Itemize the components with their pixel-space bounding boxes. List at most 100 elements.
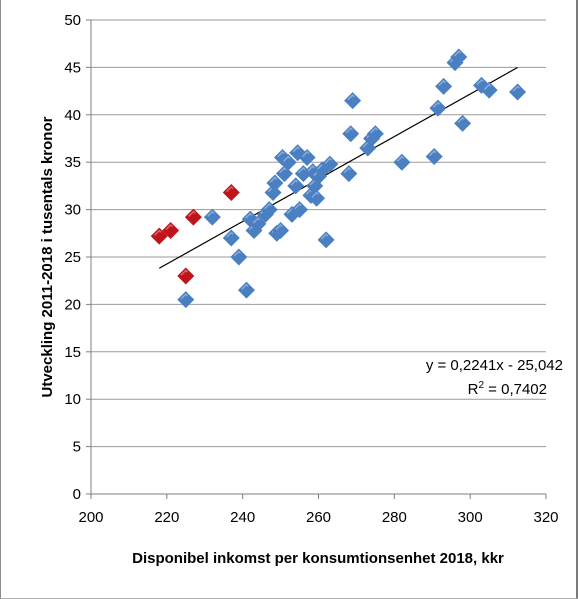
y-tick-label: 10: [64, 391, 81, 408]
data-point-highlight: [226, 231, 234, 238]
data-point-blue: [260, 201, 278, 219]
data-point-highlight: [252, 217, 261, 224]
y-tick-label: 50: [64, 12, 81, 29]
data-point-highlight: [457, 116, 465, 124]
data-point-blue: [230, 248, 248, 266]
data-point-blue: [344, 92, 362, 110]
data-point-blue: [429, 99, 447, 117]
data-point-highlight: [180, 293, 189, 300]
data-point-blue: [317, 231, 335, 249]
data-point-highlight: [165, 223, 173, 231]
y-tick-labels: 0 5 10 15 20 25 30 35 40 45 50: [64, 12, 81, 503]
data-point-blue: [287, 177, 305, 195]
data-point-highlight: [279, 166, 287, 174]
x-tick-label: 280: [382, 509, 407, 526]
trend-equation: y = 0,2241x - 25,042: [426, 357, 563, 374]
data-point-highlight: [226, 185, 234, 193]
y-tick-label: 0: [73, 486, 81, 503]
x-tick-label: 200: [78, 509, 103, 526]
data-point-highlight: [307, 165, 316, 172]
trendline-path: [158, 66, 518, 269]
data-point-blue: [435, 77, 453, 95]
data-point-blue: [342, 125, 360, 143]
data-point-blue: [509, 83, 527, 101]
data-point-blue: [480, 81, 498, 99]
data-point-highlight: [483, 83, 492, 90]
data-point-highlight: [453, 50, 462, 57]
data-point-blue: [279, 153, 297, 171]
data-point-highlight: [324, 157, 333, 164]
data-point-highlight: [290, 179, 298, 186]
data-point-highlight: [438, 79, 446, 87]
data-point-highlight: [301, 150, 310, 158]
data-point-highlight: [188, 210, 196, 217]
data-point-highlight: [370, 127, 378, 134]
y-tick-label: 35: [64, 154, 81, 171]
y-tick-label: 20: [64, 296, 81, 313]
data-point-highlight: [282, 155, 291, 162]
y-tick-label: 45: [64, 59, 81, 76]
data-point-highlight: [233, 250, 242, 257]
data-point-highlight: [298, 166, 306, 174]
data-point-blue: [321, 155, 339, 173]
data-point-highlight: [294, 203, 302, 210]
data-point-highlight: [207, 210, 215, 217]
data-point-blue: [272, 221, 290, 239]
data-point-red: [177, 267, 195, 285]
data-point-highlight: [311, 191, 319, 198]
data-point-highlight: [320, 233, 329, 240]
y-tick-label: 15: [64, 344, 81, 361]
data-point-blue: [450, 48, 468, 66]
r-squared-prefix: R: [468, 381, 479, 398]
data-point-highlight: [269, 176, 278, 183]
data-point-blue: [237, 281, 255, 299]
y-tick-label: 40: [64, 107, 81, 124]
axes: [86, 19, 547, 499]
data-point-blue: [291, 201, 309, 219]
x-tick-label: 300: [458, 509, 483, 526]
data-point-blue: [425, 148, 443, 166]
data-point-highlight: [396, 155, 405, 162]
data-point-highlight: [180, 269, 189, 276]
r-squared-exponent: 2: [478, 380, 484, 391]
data-point-blue: [366, 125, 384, 143]
data-point-blue: [249, 215, 267, 233]
data-point-highlight: [241, 283, 249, 290]
data-point-blue: [298, 148, 316, 166]
data-point-blue: [393, 153, 411, 171]
x-tick-label: 240: [230, 509, 255, 526]
data-point-blue: [308, 189, 326, 207]
data-point-highlight: [264, 203, 272, 210]
y-tick-label: 30: [64, 202, 81, 219]
data-points: [150, 48, 527, 309]
data-point-highlight: [245, 212, 253, 219]
y-tick-label: 25: [64, 249, 81, 266]
data-point-blue: [177, 291, 195, 309]
x-tick-labels: 200 220 240 260 280 300 320: [78, 509, 558, 526]
data-point-blue: [222, 229, 240, 247]
gridlines: [91, 19, 546, 448]
data-point-highlight: [428, 149, 437, 157]
data-point-highlight: [275, 223, 283, 231]
x-tick-label: 260: [306, 509, 331, 526]
data-point-red: [162, 221, 180, 239]
data-point-blue: [266, 174, 284, 192]
x-tick-label: 320: [533, 509, 558, 526]
r-squared-value: = 0,7402: [484, 381, 547, 398]
data-point-highlight: [343, 166, 352, 174]
x-tick-label: 220: [154, 509, 179, 526]
data-point-red: [222, 184, 240, 202]
data-point-blue: [340, 165, 358, 183]
data-point-highlight: [154, 229, 162, 236]
x-axis-title: Disponibel inkomst per konsumtionsenhet …: [132, 550, 504, 567]
data-point-highlight: [432, 101, 441, 108]
data-point-highlight: [277, 150, 285, 158]
data-point-blue: [203, 208, 221, 226]
data-point-red: [184, 208, 202, 226]
data-point-highlight: [345, 127, 353, 134]
y-tick-label: 5: [73, 439, 81, 456]
data-point-blue: [454, 114, 472, 132]
data-point-highlight: [292, 146, 300, 153]
r-squared: R2 = 0,7402: [468, 380, 547, 398]
